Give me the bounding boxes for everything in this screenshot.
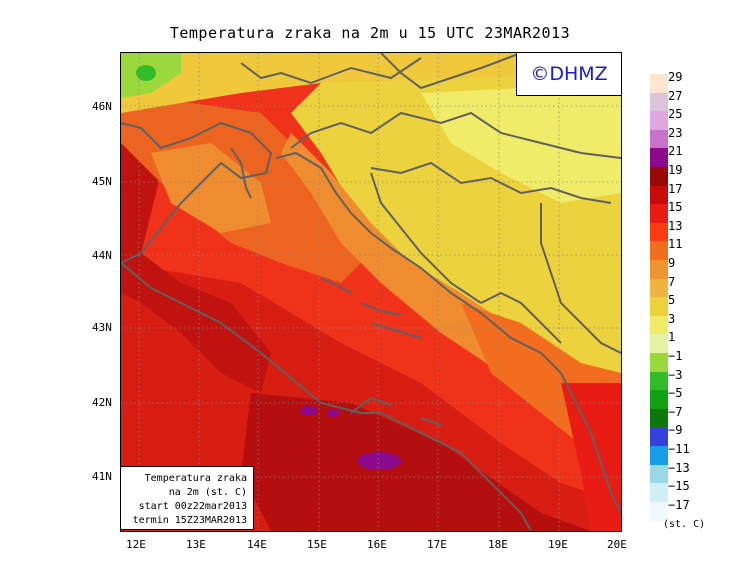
legend-swatch	[650, 74, 668, 93]
lon-label-13e: 13E	[186, 538, 206, 551]
legend-label: 25	[668, 107, 683, 122]
lat-label-43n: 43N	[92, 321, 112, 334]
legend-unit: (st. C)	[663, 519, 706, 530]
legend-swatch	[650, 334, 668, 354]
legend-swatch	[650, 371, 668, 391]
legend-swatch	[650, 204, 668, 224]
legend-swatch	[650, 185, 668, 205]
legend-swatch	[650, 129, 668, 149]
legend-swatch	[650, 353, 668, 372]
map-canvas	[121, 53, 621, 531]
legend-swatch	[650, 111, 668, 131]
italy-land	[121, 113, 271, 393]
lon-label-17e: 17E	[427, 538, 447, 551]
legend-label: 13	[668, 218, 683, 233]
warm-spot-b	[300, 406, 318, 416]
legend-swatch	[650, 297, 668, 317]
warm-spot-c	[327, 409, 339, 417]
info-line-1: Temperatura zraka	[144, 473, 247, 484]
lon-label-16e: 16E	[367, 538, 387, 551]
legend-label: 7	[668, 274, 676, 289]
legend-label: −1	[668, 349, 683, 363]
legend-label: 15	[668, 200, 683, 215]
legend-label: −3	[668, 367, 683, 382]
alpine-green-dark	[136, 65, 156, 81]
legend-swatch	[650, 222, 668, 242]
lat-label-42n: 42N	[92, 396, 112, 409]
lon-label-19e: 19E	[548, 538, 568, 551]
info-box: Temperatura zraka na 2m (st. C) start 00…	[120, 466, 254, 530]
info-line-3: start 00z22mar2013	[138, 501, 247, 512]
legend-label: 21	[668, 144, 683, 159]
lat-label-44n: 44N	[92, 249, 112, 262]
legend-label: 1	[668, 330, 676, 345]
lon-label-14e: 14E	[247, 538, 267, 551]
lon-label-15e: 15E	[307, 538, 327, 551]
legend-label: −5	[668, 386, 683, 401]
legend-label: 27	[668, 88, 683, 103]
lon-label-18e: 18E	[488, 538, 508, 551]
legend-swatch	[650, 278, 668, 298]
info-line-4: termin 15Z23MAR2013	[132, 515, 247, 526]
coastlines	[121, 53, 621, 531]
legend-label: 19	[668, 163, 683, 177]
copyright-label: ©DHMZ	[516, 52, 622, 96]
legend-swatch	[650, 501, 668, 521]
legend-swatch	[650, 315, 668, 335]
legend-swatch	[650, 408, 668, 428]
legend-swatch	[650, 427, 668, 447]
legend-label: −9	[668, 423, 683, 438]
legend-swatch	[650, 464, 668, 484]
lat-label-41n: 41N	[92, 470, 112, 483]
map-title: Temperatura zraka na 2m u 15 UTC 23MAR20…	[169, 24, 571, 42]
legend-label: 5	[668, 293, 676, 308]
legend-label: −7	[668, 404, 683, 419]
info-line-2: na 2m (st. C)	[168, 487, 247, 498]
legend-swatch	[650, 148, 668, 168]
legend-swatch	[650, 483, 668, 503]
lat-label-46n: 46N	[92, 100, 112, 113]
legend-swatch	[650, 92, 668, 112]
legend-label: −15	[668, 479, 690, 494]
lat-label-45n: 45N	[92, 175, 112, 188]
legend-label: 11	[668, 237, 683, 252]
north-light-orange	[151, 143, 271, 233]
legend-label: 3	[668, 311, 676, 326]
legend-label: 29	[668, 70, 683, 84]
lat-lon-grid	[121, 53, 621, 531]
legend-label: −11	[668, 442, 690, 456]
legend-label: 23	[668, 125, 683, 140]
legend-swatch	[650, 390, 668, 410]
lon-label-20e: 20E	[607, 538, 627, 551]
legend-label: −17	[668, 497, 690, 512]
legend-label: −13	[668, 460, 690, 475]
legend-swatch	[650, 260, 668, 279]
legend-label: 17	[668, 181, 683, 196]
lon-label-12e: 12E	[126, 538, 146, 551]
legend-swatch	[650, 167, 668, 186]
temperature-map	[120, 52, 622, 532]
legend-swatch	[650, 241, 668, 261]
warm-spot-a	[357, 452, 401, 470]
legend-swatch	[650, 446, 668, 465]
albania-red	[561, 383, 621, 531]
legend-label: 9	[668, 256, 676, 270]
